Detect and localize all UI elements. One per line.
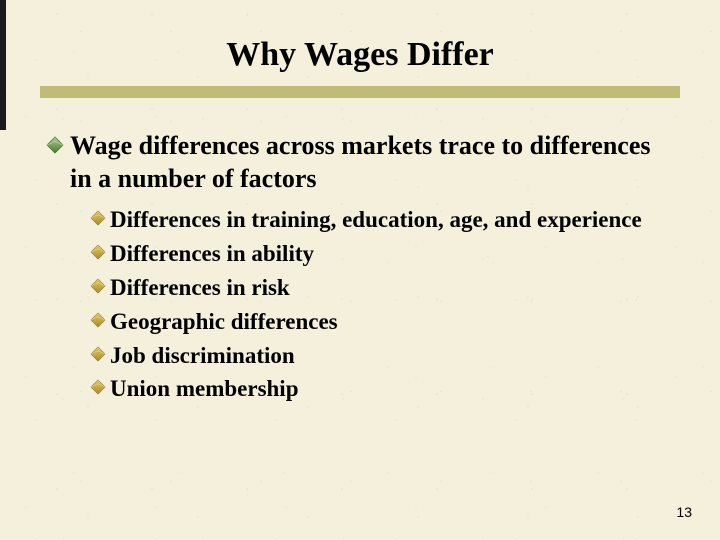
diamond-icon xyxy=(90,312,106,328)
title-underline-bar xyxy=(40,86,680,98)
bullet-level1: Wage differences across markets trace to… xyxy=(46,130,670,195)
diamond-icon xyxy=(90,346,106,362)
bullet-level1-text: Wage differences across markets trace to… xyxy=(70,130,670,195)
bullet-level2: Job discrimination xyxy=(90,341,670,371)
bullet-level2: Union membership xyxy=(90,374,670,404)
slide-title: Why Wages Differ xyxy=(40,36,680,74)
bullet-level2-text: Union membership xyxy=(110,374,299,404)
page-number: 13 xyxy=(676,504,692,520)
diamond-icon xyxy=(90,244,106,260)
diamond-icon xyxy=(46,136,64,154)
slide: Why Wages Differ Wage differences across xyxy=(0,0,720,540)
diamond-icon xyxy=(90,379,106,395)
content-area: Wage differences across markets trace to… xyxy=(40,130,680,404)
bullet-level2: Geographic differences xyxy=(90,307,670,337)
bullet-level2: Differences in ability xyxy=(90,239,670,269)
bullet-level2-text: Differences in training, education, age,… xyxy=(110,205,642,235)
diamond-icon xyxy=(90,210,106,226)
title-underline xyxy=(40,86,680,98)
bullet-level2: Differences in risk xyxy=(90,273,670,303)
bullet-level2-text: Differences in risk xyxy=(110,273,290,303)
bullet-level2: Differences in training, education, age,… xyxy=(90,205,670,235)
diamond-icon xyxy=(90,278,106,294)
bullet-level2-list: Differences in training, education, age,… xyxy=(46,205,670,404)
vertical-accent-bar xyxy=(0,0,6,130)
bullet-level2-text: Geographic differences xyxy=(110,307,338,337)
bullet-level2-text: Job discrimination xyxy=(110,341,295,371)
bullet-level2-text: Differences in ability xyxy=(110,239,314,269)
